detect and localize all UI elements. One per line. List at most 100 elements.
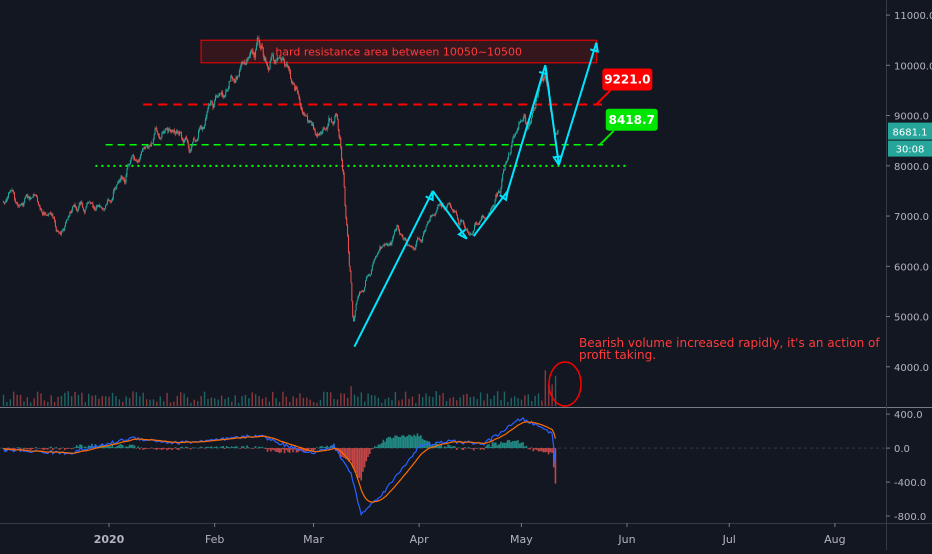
candle-body bbox=[162, 132, 164, 134]
candle-body bbox=[267, 64, 269, 67]
candle-body bbox=[278, 57, 280, 59]
candle-body bbox=[158, 135, 160, 139]
candle-body bbox=[461, 220, 463, 222]
macd-histogram-bar bbox=[178, 448, 180, 451]
candle-body bbox=[434, 213, 436, 216]
macd-histogram-bar bbox=[230, 446, 233, 449]
candle-body bbox=[535, 101, 537, 108]
candle-body bbox=[180, 131, 182, 133]
candle-body bbox=[192, 138, 194, 143]
candle-body bbox=[331, 122, 333, 124]
volume-bar bbox=[357, 396, 359, 406]
candle-body bbox=[50, 213, 52, 215]
candle-body bbox=[382, 244, 384, 246]
macd-histogram-bar bbox=[21, 447, 23, 449]
candle-body bbox=[72, 206, 74, 207]
candle-body bbox=[92, 203, 94, 208]
candle-body bbox=[295, 87, 297, 90]
volume-bar bbox=[401, 399, 403, 406]
macd-histogram-bar bbox=[459, 447, 461, 449]
candle-body bbox=[474, 225, 476, 231]
volume-bar bbox=[469, 397, 472, 406]
volume-bar bbox=[384, 399, 386, 406]
candle-body bbox=[490, 209, 492, 213]
candle-body bbox=[102, 208, 104, 210]
candle-body bbox=[137, 161, 139, 162]
candle-body bbox=[62, 229, 64, 231]
macd-histogram-bar bbox=[414, 436, 417, 449]
macd-histogram-bar bbox=[144, 448, 146, 450]
macd-histogram-bar bbox=[460, 448, 463, 450]
macd-histogram-bar bbox=[232, 447, 235, 449]
candle-body bbox=[502, 170, 504, 174]
volume-bar bbox=[60, 395, 63, 406]
macd-histogram-bar bbox=[304, 448, 306, 453]
macd-histogram-bar bbox=[176, 448, 178, 450]
macd-histogram-bar bbox=[481, 448, 483, 449]
macd-histogram-bar bbox=[472, 448, 475, 451]
candle-body bbox=[201, 127, 203, 130]
volume-bar bbox=[162, 401, 165, 406]
candle-body bbox=[196, 140, 198, 142]
candle-body bbox=[215, 95, 217, 101]
candle-body bbox=[410, 245, 412, 247]
macd-histogram-bar bbox=[256, 448, 259, 449]
macd-histogram-bar bbox=[167, 448, 170, 450]
price-tick-label: 6000.0 bbox=[894, 262, 929, 273]
candle-body bbox=[368, 275, 370, 276]
candle-body bbox=[79, 203, 81, 205]
candle-body bbox=[282, 58, 284, 59]
candle-body bbox=[481, 215, 483, 218]
volume-bar bbox=[176, 395, 178, 406]
candle-body bbox=[76, 207, 78, 211]
macd-histogram-bar bbox=[212, 447, 214, 449]
candle-body bbox=[4, 202, 6, 204]
macd-histogram-bar bbox=[290, 448, 293, 450]
candle-body bbox=[167, 127, 169, 132]
macd-histogram-bar bbox=[108, 445, 110, 449]
candle-body bbox=[46, 215, 48, 216]
volume-bar bbox=[456, 400, 458, 406]
candle-body bbox=[491, 206, 493, 208]
volume-bar bbox=[329, 392, 332, 406]
candle-body bbox=[190, 149, 192, 152]
volume-bar bbox=[343, 393, 345, 406]
macd-histogram-bar bbox=[7, 447, 10, 449]
macd-histogram-bar bbox=[41, 448, 44, 450]
macd-histogram-bar bbox=[191, 447, 194, 449]
macd-histogram-bar bbox=[541, 448, 543, 452]
candle-body bbox=[318, 133, 320, 136]
macd-histogram-bar bbox=[283, 448, 286, 454]
macd-histogram-bar bbox=[339, 448, 342, 458]
candle-body bbox=[179, 131, 181, 135]
candle-body bbox=[427, 222, 429, 225]
candle-body bbox=[322, 129, 324, 133]
candle-body bbox=[395, 229, 397, 231]
macd-histogram-bar bbox=[38, 448, 40, 449]
candle-body bbox=[347, 235, 349, 253]
candle-body bbox=[154, 128, 156, 135]
candle-body bbox=[57, 230, 59, 232]
macd-histogram-bar bbox=[58, 448, 61, 450]
candle-body bbox=[428, 221, 430, 223]
volume-bar bbox=[435, 391, 437, 406]
candle-body bbox=[452, 210, 454, 213]
candle-body bbox=[221, 92, 223, 96]
trend-arrows bbox=[353, 42, 599, 348]
macd-histogram-bar bbox=[130, 444, 132, 449]
volume-bar bbox=[418, 393, 420, 406]
candle-body bbox=[240, 63, 242, 68]
volume-bar bbox=[289, 401, 291, 406]
volume-bar bbox=[507, 401, 509, 406]
candle-body bbox=[504, 164, 506, 170]
macd-histogram-bar bbox=[442, 447, 444, 449]
candle-body bbox=[537, 91, 539, 96]
macd-histogram-bar bbox=[295, 448, 298, 453]
candle-body bbox=[151, 143, 153, 147]
time-tick-label: Feb bbox=[205, 533, 224, 546]
macd-histogram-bar bbox=[496, 445, 499, 449]
candle-body bbox=[297, 91, 299, 95]
candle-body bbox=[530, 122, 532, 124]
macd-histogram-bar bbox=[302, 448, 305, 453]
